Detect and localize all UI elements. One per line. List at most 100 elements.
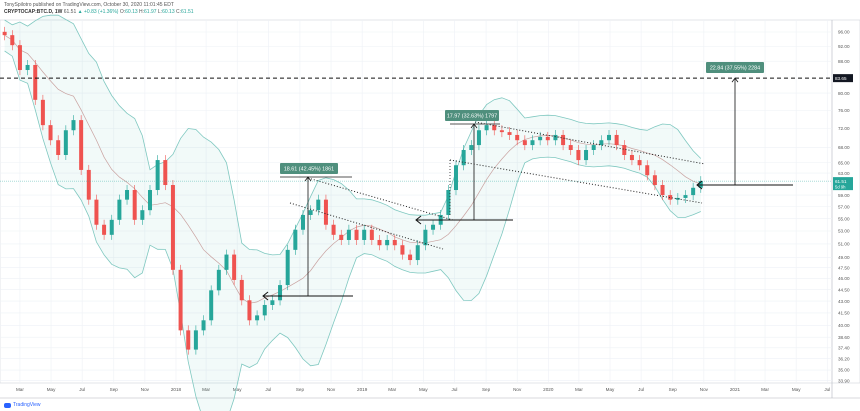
candle-body — [2, 31, 7, 36]
candle-body — [377, 239, 382, 246]
candle-body — [178, 269, 183, 331]
candle-body — [163, 160, 168, 186]
target-level-text: 83.65 — [835, 76, 847, 81]
candle-body — [331, 224, 336, 235]
candle — [637, 155, 642, 171]
tradingview-logo[interactable]: TradingView — [4, 402, 41, 408]
candle-body — [33, 64, 38, 100]
candle — [385, 234, 390, 251]
candle — [408, 249, 413, 266]
candle-body — [48, 125, 53, 141]
candle-body — [538, 136, 543, 141]
candle-body — [316, 199, 321, 211]
candle-body — [431, 224, 436, 230]
candle — [492, 120, 497, 136]
candle-body — [446, 190, 451, 215]
measure-label-text: 18.61 (42.45%) 1861 — [284, 167, 334, 173]
candle-body — [423, 229, 428, 246]
time-tick-label: Jul — [79, 387, 85, 392]
candle — [239, 274, 244, 306]
candle-body — [415, 245, 420, 261]
candle-body — [308, 210, 313, 215]
candle — [270, 295, 275, 311]
candle — [25, 59, 30, 76]
candle — [155, 155, 160, 196]
price-change: +0.83 (+1.36%) — [83, 9, 119, 15]
candle — [323, 194, 328, 230]
candle-body — [201, 320, 206, 331]
measure-label-1: 18.61 (42.45%) 1861 — [280, 163, 338, 174]
price-tick-label: 43.00 — [838, 299, 850, 304]
time-tick-label: May — [47, 387, 56, 392]
candle-body — [584, 149, 589, 161]
candle — [300, 209, 305, 235]
price-tick-label: 33.90 — [838, 378, 850, 383]
candle — [614, 129, 619, 151]
logo-text: TradingView — [13, 402, 41, 408]
candle — [553, 129, 558, 146]
candle-body — [109, 219, 114, 235]
high-value: 61.97 — [144, 9, 157, 15]
price-tick-label: 37.40 — [838, 345, 850, 350]
candle — [469, 140, 474, 156]
symbol-name[interactable]: CRYPTOCAP:BTC.D, 1W — [4, 9, 63, 15]
candle-body — [117, 199, 122, 220]
open-value: 60.13 — [125, 9, 138, 15]
candle — [56, 135, 61, 161]
change-up-icon: ▲ — [77, 9, 83, 15]
candle — [79, 115, 84, 175]
candle — [102, 219, 107, 240]
time-tick-label: 2021 — [730, 387, 741, 392]
candle — [71, 115, 76, 136]
candle — [147, 185, 152, 216]
time-tick-label: Nov — [700, 387, 709, 392]
candle — [561, 129, 566, 151]
measure-arrow-horizontal — [415, 215, 513, 225]
candle-body — [247, 300, 252, 321]
candle-body — [362, 229, 367, 240]
candle-body — [155, 160, 160, 191]
candle — [278, 280, 283, 306]
bollinger-fill — [4, 15, 701, 411]
plot-frame — [0, 19, 860, 384]
candle-body — [515, 134, 520, 141]
trendline-dotted — [307, 177, 454, 221]
time-tick-label: Jul — [265, 387, 271, 392]
candle — [652, 170, 657, 191]
tradingview-logo-icon — [4, 402, 11, 408]
candle — [591, 140, 596, 156]
time-tick-label: Mar — [388, 387, 396, 392]
candle — [515, 129, 520, 146]
candle — [178, 264, 183, 336]
measure-label-3: 22.84 (37.55%) 2284 — [706, 62, 764, 73]
symbol-legend: CRYPTOCAP:BTC.D, 1W 61.51 ▲ +0.83 (+1.36… — [4, 9, 194, 15]
measure-arrow-vertical — [731, 77, 739, 185]
arrowhead-icon — [262, 291, 269, 301]
candle-body — [530, 140, 535, 146]
publisher-text: TonySpilotro published on TradingView.co… — [4, 2, 174, 8]
measure-arrow-vertical — [470, 123, 478, 220]
candle — [369, 224, 374, 246]
price-tick-label: 72.00 — [838, 126, 850, 131]
candle-body — [400, 245, 405, 255]
candle-body — [553, 134, 558, 141]
candle — [117, 194, 122, 225]
candle-body — [224, 254, 229, 270]
candle-body — [354, 229, 359, 240]
time-tick-label: May — [606, 387, 615, 392]
candle-body — [660, 185, 665, 196]
candle — [530, 135, 535, 151]
time-tick-label: Jul — [638, 387, 644, 392]
candle-body — [300, 214, 305, 230]
candle — [316, 194, 321, 216]
price-tick-label: 92.00 — [838, 44, 850, 49]
time-tick-label: Mar — [16, 387, 24, 392]
candle-body — [339, 234, 344, 240]
time-tick-label: May — [233, 387, 242, 392]
candle-body — [239, 279, 244, 301]
time-tick-label: Nov — [513, 387, 522, 392]
candle-body — [522, 140, 527, 146]
candle — [48, 120, 53, 146]
price-tick-label: 59.00 — [838, 193, 850, 198]
